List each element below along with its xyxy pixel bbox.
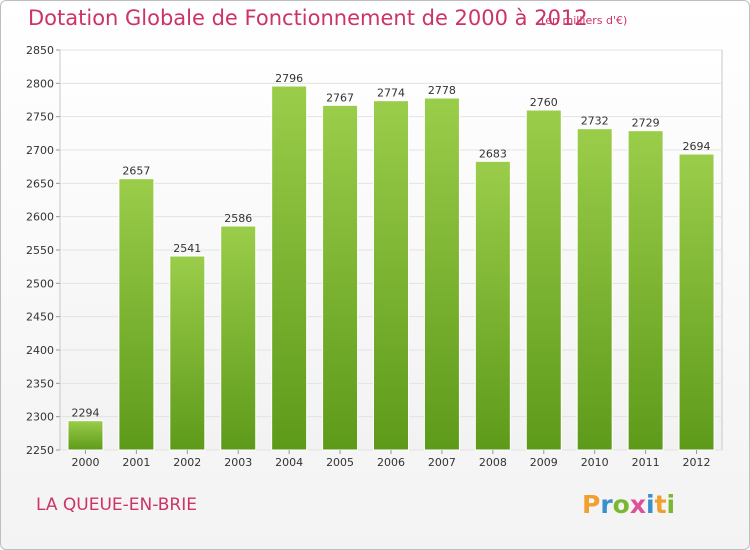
data-label-2006: 2774	[377, 87, 405, 100]
bar-2006	[373, 100, 409, 451]
x-tick-label-2010: 2010	[581, 456, 609, 469]
x-tick-label-2000: 2000	[71, 456, 99, 469]
data-labels: 2294 2657 2541 2586 2796 2767 2774 2778 2683 2760…	[71, 72, 710, 420]
data-label-2003: 2586	[224, 212, 252, 225]
x-tick-label-2011: 2011	[632, 456, 660, 469]
x-tick-label-2005: 2005	[326, 456, 354, 469]
bar-2002	[169, 255, 206, 451]
logo-letter: i	[666, 490, 676, 519]
logo-letter: x	[629, 490, 646, 519]
bar-2010	[576, 128, 613, 451]
y-tick-label: 2400	[26, 344, 54, 357]
x-axis-ticks: 2000 2001 2002 2003 2004 2005 2006 2007 2008 2009…	[71, 450, 711, 469]
y-tick-label: 2300	[26, 411, 54, 424]
data-label-2008: 2683	[479, 147, 507, 160]
data-label-2011: 2729	[632, 117, 660, 130]
x-tick-label-2004: 2004	[275, 456, 303, 469]
bar-2005	[322, 104, 359, 451]
x-tick-label-2006: 2006	[377, 456, 405, 469]
commune-name: LA QUEUE-EN-BRIE	[36, 495, 197, 515]
x-tick-label-2008: 2008	[479, 456, 507, 469]
y-tick-label: 2750	[26, 111, 54, 124]
y-tick-label: 2250	[26, 444, 54, 457]
bar-2001	[118, 178, 155, 451]
data-label-2007: 2778	[428, 84, 456, 97]
x-tick-label-2003: 2003	[224, 456, 252, 469]
logo-letter: i	[646, 490, 655, 519]
chart-title: Dotation Globale de Fonctionnement de 20…	[28, 6, 588, 30]
proxiti-logo[interactable]: Proxiti	[582, 490, 675, 519]
data-label-2002: 2541	[173, 242, 201, 255]
y-tick-label: 2450	[26, 311, 54, 324]
x-tick-label-2009: 2009	[530, 456, 558, 469]
bar-2012	[678, 153, 715, 451]
x-tick-label-2012: 2012	[683, 456, 711, 469]
data-label-2004: 2796	[275, 72, 303, 85]
y-tick-label: 2500	[26, 277, 54, 290]
y-tick-label: 2850	[26, 44, 54, 57]
y-tick-label: 2350	[26, 377, 54, 390]
logo-letter: P	[582, 490, 601, 519]
y-axis-ticks: 2250 2300 2350 2400 2450 2500 2550 2600 2650 2700…	[26, 44, 60, 457]
data-label-2000: 2294	[71, 407, 99, 420]
bar-2004	[271, 85, 308, 451]
logo-letter: t	[654, 490, 667, 519]
y-tick-label: 2600	[26, 211, 54, 224]
y-tick-label: 2550	[26, 244, 54, 257]
bar-2003	[220, 225, 257, 451]
x-tick-label-2002: 2002	[173, 456, 201, 469]
data-label-2001: 2657	[122, 165, 150, 178]
data-label-2009: 2760	[530, 96, 558, 109]
logo-letter: o	[612, 490, 630, 519]
y-tick-label: 2800	[26, 77, 54, 90]
bar-2011	[627, 130, 664, 451]
bar-2009	[525, 109, 562, 451]
x-tick-label-2007: 2007	[428, 456, 456, 469]
bars	[67, 85, 715, 451]
logo-letter: r	[600, 490, 613, 519]
data-label-2012: 2694	[683, 140, 711, 153]
bar-2008	[474, 160, 511, 451]
bar-2000	[67, 420, 104, 451]
bar-2007	[423, 97, 460, 451]
y-tick-label: 2650	[26, 177, 54, 190]
y-tick-label: 2700	[26, 144, 54, 157]
data-label-2010: 2732	[581, 115, 609, 128]
x-tick-label-2001: 2001	[122, 456, 150, 469]
chart-unit-label: (en milliers d'€)	[541, 14, 628, 27]
data-label-2005: 2767	[326, 91, 354, 104]
